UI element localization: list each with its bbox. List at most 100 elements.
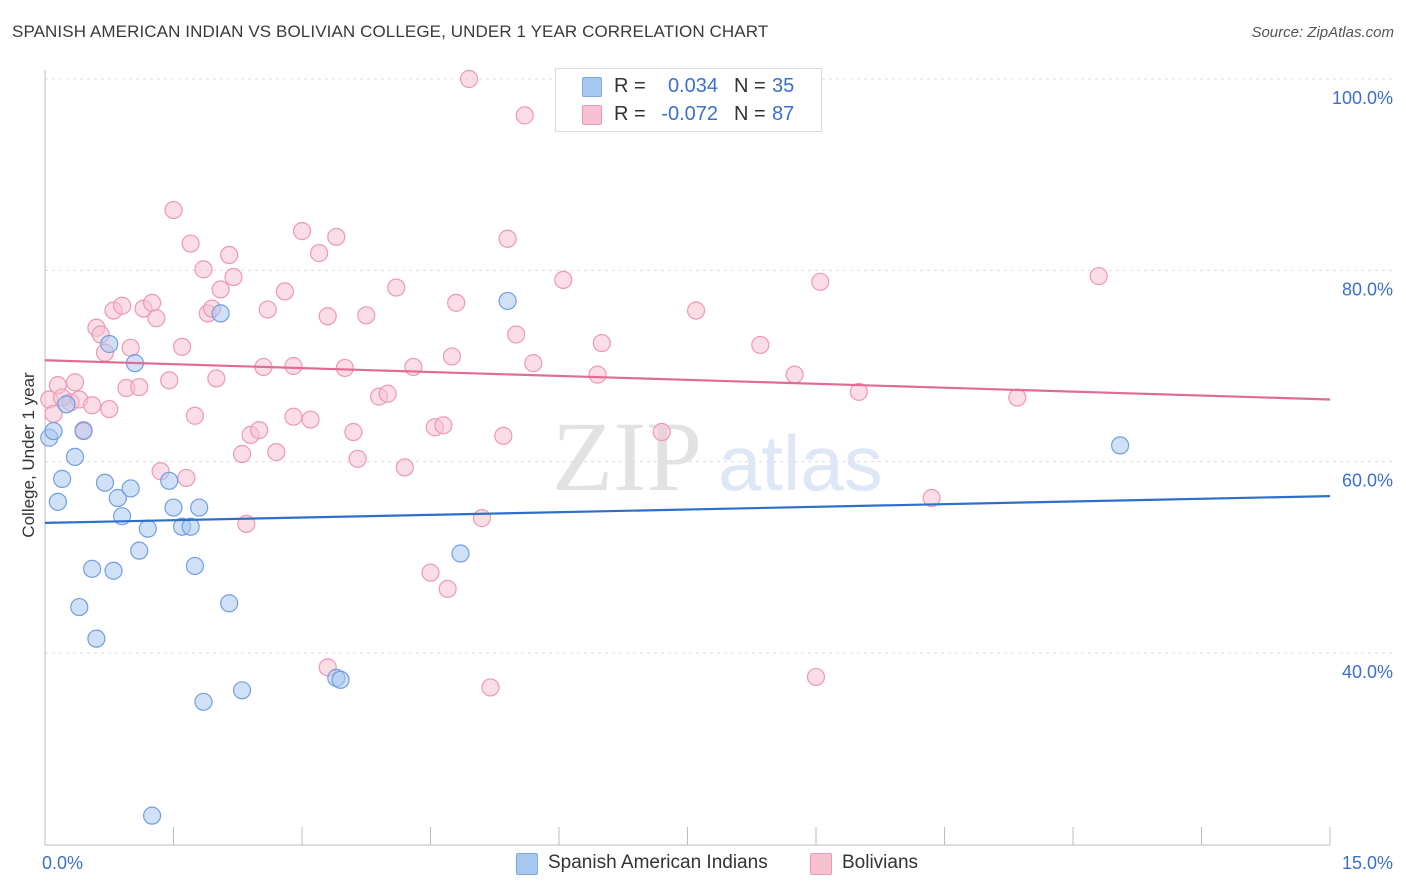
bolivians-point bbox=[507, 325, 526, 344]
bolivians-point bbox=[849, 382, 868, 401]
bolivians-point bbox=[348, 449, 367, 468]
bolivians-point bbox=[224, 267, 243, 287]
bolivians-point bbox=[459, 69, 479, 89]
watermark-zip: ZIP bbox=[552, 401, 702, 512]
spanish-american-indians-point bbox=[100, 334, 119, 354]
spanish-american-indians-point bbox=[1111, 436, 1130, 455]
y-tick-label: 40.0% bbox=[1342, 662, 1393, 682]
bolivians-point bbox=[100, 399, 119, 419]
watermark: ZIP atlas bbox=[552, 401, 883, 512]
spanish-american-indians-point bbox=[498, 291, 517, 311]
bolivians-point bbox=[785, 365, 804, 384]
spanish-american-indians-point bbox=[74, 421, 93, 441]
bolivians-point bbox=[258, 300, 277, 319]
bolivians-point bbox=[592, 333, 611, 353]
stat-r-label: R = bbox=[614, 75, 646, 97]
spanish-american-indians-point bbox=[220, 594, 239, 613]
spanish-american-indians-point bbox=[211, 304, 230, 323]
bolivians-point bbox=[250, 420, 269, 440]
bolivians-point bbox=[357, 306, 376, 325]
bolivians-point bbox=[318, 307, 337, 326]
bolivians-point bbox=[404, 357, 423, 377]
bolivians-point bbox=[472, 509, 491, 528]
bolivians-point bbox=[442, 347, 462, 366]
bolivians-point bbox=[922, 488, 941, 508]
legend-label: Bolivians bbox=[842, 852, 919, 873]
stat-n-label: N = bbox=[734, 103, 766, 125]
x-tick-label: 0.0% bbox=[42, 853, 83, 873]
bolivians-point bbox=[686, 301, 706, 320]
bolivians-point bbox=[438, 579, 457, 599]
bolivians-point bbox=[284, 356, 303, 376]
bolivians-point bbox=[284, 407, 303, 426]
bolivians-point bbox=[177, 468, 196, 488]
bolivians-point bbox=[65, 373, 85, 392]
bolivians-point bbox=[515, 106, 534, 125]
spanish-american-indians-trend-line bbox=[44, 495, 1331, 524]
bolivians-point bbox=[344, 422, 363, 442]
spanish-american-indians-point bbox=[190, 498, 209, 517]
bolivians-point bbox=[194, 260, 213, 279]
x-tick-label: 15.0% bbox=[1342, 853, 1393, 873]
bolivians-point bbox=[498, 229, 517, 248]
stat-n-value: 87 bbox=[772, 103, 795, 125]
bolivians-point bbox=[434, 416, 453, 435]
grid-layer bbox=[45, 78, 1392, 654]
bolivians-point bbox=[652, 422, 671, 442]
bolivians-point bbox=[142, 293, 162, 312]
y-tick-label: 100.0% bbox=[1332, 88, 1393, 108]
bolivians-point bbox=[301, 410, 320, 429]
bolivians-point bbox=[112, 296, 132, 315]
labels-layer: 40.0% 60.0% 80.0% 100.0% 0.0% 15.0% College, U… bbox=[19, 88, 1393, 873]
spanish-american-indians-point bbox=[70, 597, 89, 617]
bolivians-point bbox=[811, 272, 830, 291]
bolivians-trend-line bbox=[44, 359, 1331, 401]
spanish-american-indians-point bbox=[95, 473, 115, 492]
bolivians-point bbox=[275, 282, 294, 301]
legend-swatch-pink bbox=[810, 853, 832, 875]
bolivians-point bbox=[494, 426, 513, 445]
bolivians-point bbox=[207, 369, 226, 388]
spanish-american-indians-point bbox=[44, 421, 63, 441]
spanish-american-indians-point bbox=[53, 469, 72, 488]
y-axis-label: College, Under 1 year bbox=[19, 372, 38, 538]
spanish-american-indians-point bbox=[57, 395, 76, 414]
spanish-american-indians-point bbox=[451, 544, 470, 563]
stat-swatch-pink bbox=[582, 105, 602, 125]
bolivians-point bbox=[421, 563, 440, 582]
spanish-american-indians-point bbox=[138, 519, 157, 538]
spanish-american-indians-point bbox=[181, 517, 200, 536]
spanish-american-indians-point bbox=[121, 479, 140, 498]
watermark-atlas: atlas bbox=[718, 419, 883, 507]
stat-r-value: -0.072 bbox=[661, 103, 718, 125]
bolivians-point bbox=[267, 443, 286, 462]
stats-box: R = 0.034 N = 35 R = -0.072 N = 87 bbox=[555, 68, 822, 132]
bolivians-point bbox=[1089, 266, 1108, 286]
y-tick-label: 80.0% bbox=[1342, 279, 1393, 299]
bolivians-point bbox=[211, 280, 230, 299]
chart-title: SPANISH AMERICAN INDIAN VS BOLIVIAN COLL… bbox=[12, 22, 769, 41]
spanish-american-indians-point bbox=[87, 629, 106, 648]
spanish-american-indians-point bbox=[104, 561, 123, 580]
source-label: Source: ZipAtlas.com bbox=[1251, 24, 1394, 41]
bolivians-point bbox=[164, 200, 183, 220]
legend-label: Spanish American Indians bbox=[548, 852, 768, 873]
bolivians-point bbox=[524, 354, 543, 373]
bolivians-point bbox=[130, 377, 149, 397]
bolivians-point bbox=[806, 667, 826, 687]
bolivians-point bbox=[335, 358, 354, 378]
bolivians-point bbox=[181, 234, 200, 253]
spanish-american-indians-point bbox=[130, 541, 149, 560]
stat-r-value: 0.034 bbox=[667, 75, 718, 97]
spanish-american-indians-point bbox=[232, 681, 252, 700]
legend-swatch-blue bbox=[516, 853, 538, 875]
trend-layer bbox=[44, 359, 1331, 524]
spanish-american-indians-point bbox=[83, 559, 102, 578]
bolivians-point bbox=[387, 278, 406, 297]
spanish-american-indians-point bbox=[48, 492, 67, 511]
bolivians-point bbox=[310, 244, 329, 263]
spanish-american-indians-point bbox=[194, 692, 213, 711]
bolivians-point bbox=[588, 365, 607, 384]
bolivians-point bbox=[160, 371, 179, 390]
